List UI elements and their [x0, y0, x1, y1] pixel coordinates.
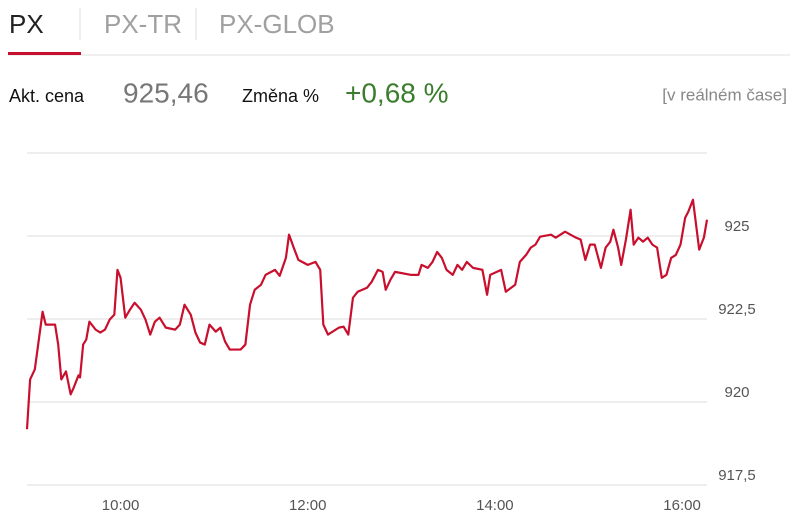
- change-label: Změna %: [242, 86, 319, 106]
- x-tick-label: 12:00: [289, 497, 327, 514]
- tab[interactable]: PX-GLOB: [219, 9, 335, 39]
- x-tick-label: 10:00: [102, 497, 140, 514]
- y-tick-label: 922,5: [718, 301, 756, 318]
- change: +0,68 %: [345, 77, 449, 108]
- price: 925,46: [123, 77, 209, 108]
- y-tick-label: 917,5: [718, 467, 756, 484]
- x-tick-label: 14:00: [476, 497, 514, 514]
- y-tick-label: 925: [724, 218, 749, 235]
- price-line: [25, 198, 709, 430]
- y-tick-label: 920: [724, 384, 749, 401]
- x-tick-label: 16:00: [663, 497, 701, 514]
- realtime-note: [v reálném čase]: [662, 85, 787, 104]
- active-tab-underline: [8, 52, 81, 55]
- tab[interactable]: PX: [9, 9, 44, 39]
- tab[interactable]: PX-TR: [104, 9, 182, 39]
- price-label: Akt. cena: [9, 86, 85, 106]
